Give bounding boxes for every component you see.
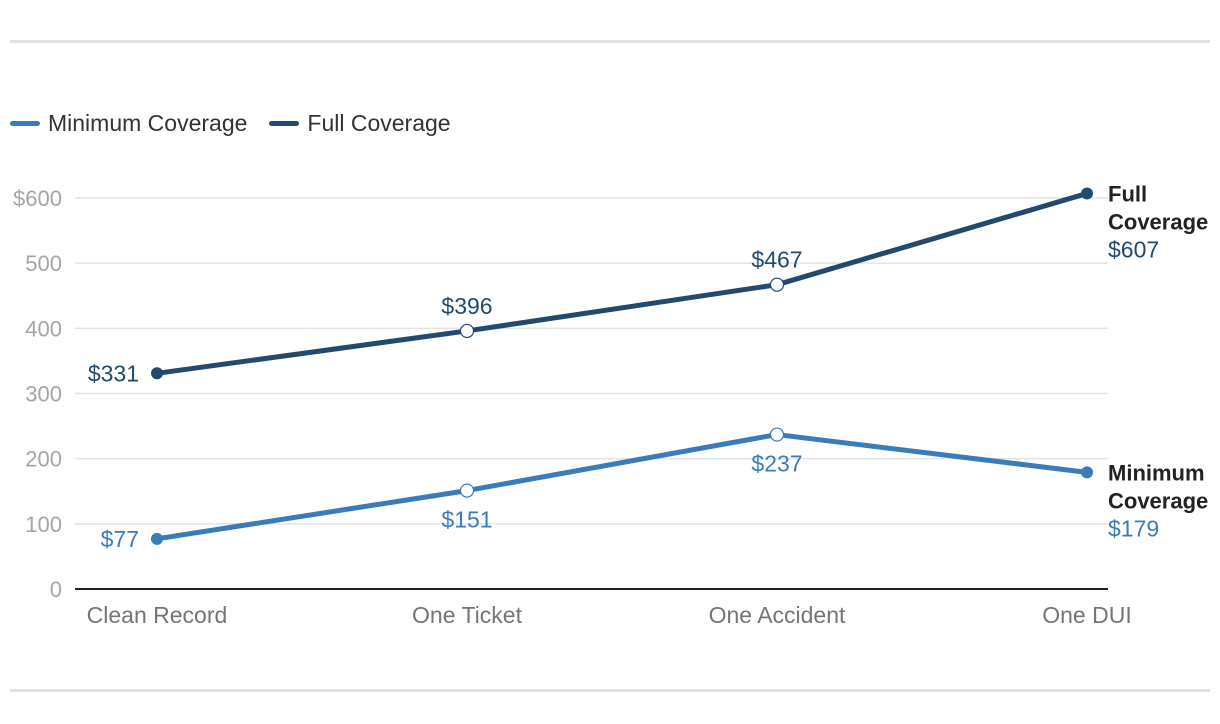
x-tick-label: One DUI: [1042, 602, 1131, 628]
legend-swatch-minimum: [10, 121, 40, 126]
data-point-full: [459, 323, 475, 339]
data-point-minimum: [769, 427, 785, 442]
legend-swatch-full: [269, 121, 300, 126]
y-tick-label: 200: [25, 447, 62, 472]
x-tick-label: One Accident: [709, 602, 846, 628]
data-label-full: $467: [751, 247, 802, 273]
data-label-minimum: $77: [101, 526, 139, 552]
y-tick-label: 400: [25, 316, 62, 341]
series-end-name-minimum: Coverage: [1108, 488, 1208, 513]
series-line-full: [154, 190, 1090, 376]
data-point-full: [151, 367, 163, 380]
chart-legend: Minimum Coverage Full Coverage: [10, 110, 451, 137]
legend-item-minimum-coverage[interactable]: Minimum Coverage: [10, 110, 247, 137]
x-tick-label: Clean Record: [87, 602, 228, 628]
legend-label-full: Full Coverage: [307, 110, 451, 136]
data-point-minimum: [459, 483, 475, 498]
series-end-name-full: Full: [1108, 181, 1147, 206]
data-label-full: $607: [1108, 236, 1159, 262]
series-line-minimum: [154, 432, 1090, 542]
data-label-minimum: $151: [441, 507, 492, 533]
y-tick-label: 500: [25, 251, 62, 276]
data-label-minimum: $179: [1108, 515, 1159, 541]
series-end-name-minimum: Minimum: [1108, 460, 1205, 485]
data-label-full: $331: [88, 360, 139, 386]
data-point-minimum: [151, 532, 163, 545]
bottom-divider: [10, 689, 1210, 692]
data-point-full: [769, 277, 785, 292]
y-tick-label: 0: [50, 577, 62, 602]
data-point-minimum: [1081, 466, 1093, 479]
series-end-name-full: Coverage: [1108, 209, 1208, 234]
legend-label-minimum: Minimum Coverage: [48, 110, 248, 136]
data-label-minimum: $237: [751, 451, 802, 477]
x-tick-label: One Ticket: [412, 602, 523, 628]
data-label-full: $396: [441, 293, 492, 319]
legend-item-full-coverage[interactable]: Full Coverage: [269, 110, 451, 137]
y-tick-label: $600: [13, 186, 62, 211]
y-tick-label: 300: [25, 382, 62, 407]
data-point-full: [1081, 187, 1093, 200]
y-tick-label: 100: [25, 512, 62, 537]
top-divider: [10, 40, 1210, 43]
